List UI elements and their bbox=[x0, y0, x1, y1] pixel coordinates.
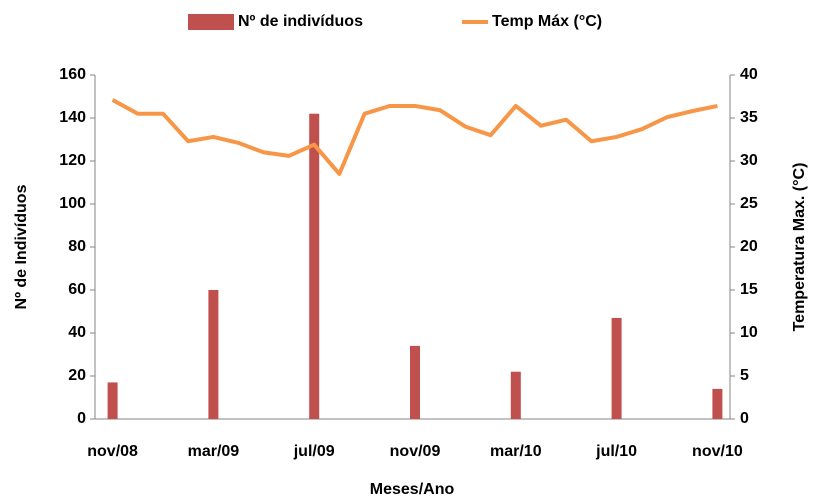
bar bbox=[611, 317, 622, 419]
bar bbox=[410, 345, 420, 419]
x-tick-label: nov/08 bbox=[87, 443, 138, 460]
x-tick-label: mar/09 bbox=[188, 443, 240, 460]
legend-swatch bbox=[188, 14, 234, 30]
bar bbox=[712, 388, 723, 419]
y-tick-label: 120 bbox=[59, 152, 86, 169]
y-tick-label: 80 bbox=[68, 238, 86, 255]
y2-tick-label: 10 bbox=[740, 324, 758, 341]
y2-tick-label: 40 bbox=[740, 66, 758, 83]
x-tick-label: mar/10 bbox=[490, 443, 542, 460]
y2-axis-title: Temperatura Max. (°C) bbox=[791, 163, 808, 332]
y2-tick-label: 30 bbox=[740, 152, 758, 169]
legend-label: Temp Máx (°C) bbox=[492, 13, 602, 30]
y-tick-label: 20 bbox=[68, 367, 86, 384]
y-axis-title: Nº de Indivíduos bbox=[13, 184, 30, 309]
x-tick-label: jul/09 bbox=[293, 443, 335, 460]
y2-tick-label: 35 bbox=[740, 109, 758, 126]
y-tick-label: 100 bbox=[59, 195, 86, 212]
y2-tick-label: 15 bbox=[740, 281, 758, 298]
y-tick-label: 60 bbox=[68, 281, 86, 298]
x-tick-label: jul/10 bbox=[595, 443, 637, 460]
y2-tick-label: 0 bbox=[740, 410, 749, 427]
x-axis-title: Meses/Ano bbox=[370, 481, 455, 498]
bar bbox=[107, 382, 118, 419]
x-tick-label: nov/09 bbox=[390, 443, 441, 460]
legend-label: Nº de indivíduos bbox=[238, 13, 363, 30]
bar bbox=[208, 290, 219, 419]
y-tick-label: 160 bbox=[59, 66, 86, 83]
y-tick-label: 0 bbox=[77, 410, 86, 427]
y2-tick-label: 5 bbox=[740, 367, 749, 384]
line bbox=[111, 98, 718, 176]
y2-tick-label: 20 bbox=[740, 238, 758, 255]
y-tick-label: 140 bbox=[59, 109, 86, 126]
bar bbox=[510, 371, 521, 419]
y2-tick-label: 25 bbox=[740, 195, 758, 212]
bar bbox=[309, 113, 320, 419]
y-tick-label: 40 bbox=[68, 324, 86, 341]
x-tick-label: nov/10 bbox=[692, 443, 743, 460]
